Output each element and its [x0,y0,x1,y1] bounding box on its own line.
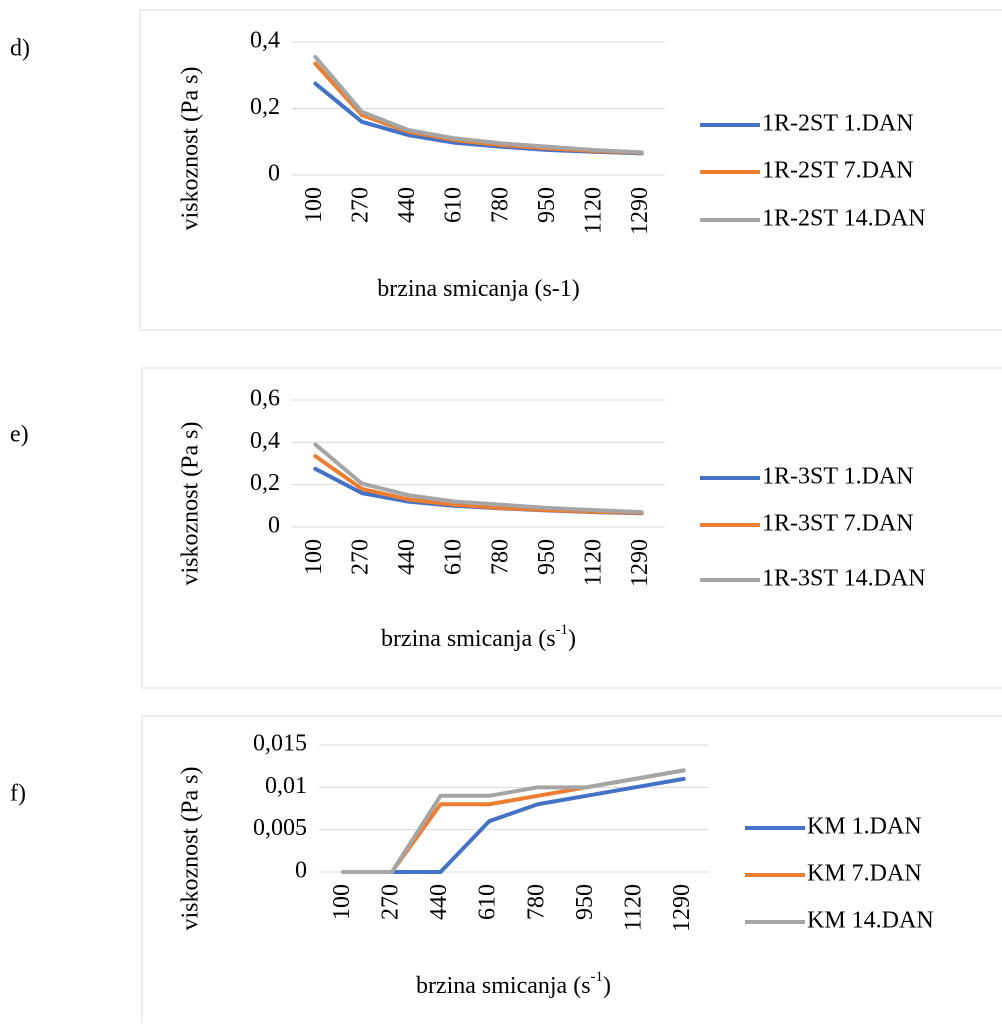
x-tick-label: 100 [301,539,327,575]
x-axis-title-end: ) [603,973,611,999]
x-tick-label: 440 [426,884,452,920]
legend-label: 1R-3ST 7.DAN [762,511,914,537]
x-tick-label: 1120 [581,539,607,586]
y-axis-title: viskoznost (Pa s) [178,67,204,231]
x-tick-label: 950 [534,539,560,575]
x-tick-label: 100 [329,884,355,920]
chart-frame [141,367,1002,689]
y-tick-label: 0,4 [250,28,280,54]
x-tick-label: 1290 [669,884,695,932]
y-axis-title: viskoznost (Pa s) [178,767,204,931]
x-axis-title-text: brzina smicanja (s-1) [377,276,580,302]
x-tick-label: 1120 [621,884,647,931]
x-tick-label: 780 [487,539,513,575]
x-tick-label: 100 [301,187,327,223]
y-tick-label: 0,015 [253,731,307,757]
x-axis-title: brzina smicanja (s-1) [416,969,611,998]
x-tick-label: 610 [441,187,467,223]
series-line [313,442,644,515]
x-tick-label: 610 [475,884,501,920]
chart-frame [141,715,1002,1028]
y-tick-label: 0,6 [250,386,280,412]
panel-label: e) [10,422,29,448]
x-tick-label: 950 [572,884,598,920]
x-tick-label: 950 [534,187,560,223]
x-tick-label: 440 [394,187,420,223]
legend-label: 1R-3ST 1.DAN [762,464,914,490]
x-tick-label: 440 [394,539,420,575]
y-tick-label: 0,4 [250,428,280,454]
chart-frame [139,9,1002,331]
series-line [341,768,686,874]
y-tick-label: 0 [268,161,280,187]
x-axis-title-end: ) [568,626,576,652]
x-tick-label: 780 [523,884,549,920]
series-line [341,768,686,874]
series-line [313,54,644,155]
x-tick-label: 270 [347,187,373,223]
y-tick-label: 0,2 [250,470,280,496]
legend-label: 1R-2ST 1.DAN [762,111,914,137]
x-axis-title: brzina smicanja (s-1) [377,276,580,302]
y-tick-label: 0 [295,858,307,884]
legend-label: 1R-2ST 14.DAN [762,206,926,232]
x-tick-label: 270 [347,539,373,575]
x-tick-label: 1120 [581,187,607,234]
y-tick-label: 0,2 [250,94,280,120]
y-tick-label: 0,005 [253,815,307,841]
legend-label: KM 14.DAN [807,908,934,934]
x-tick-label: 270 [377,884,403,920]
y-tick-label: 0 [268,513,280,539]
x-axis-title-text: brzina smicanja (s [381,626,556,652]
y-axis-title: viskoznost (Pa s) [178,422,204,586]
legend-label: KM 1.DAN [807,814,922,840]
x-tick-label: 610 [441,539,467,575]
panel-label: f) [10,781,26,807]
series-line [341,776,686,874]
legend-label: KM 7.DAN [807,861,922,887]
x-axis-title: brzina smicanja (s-1) [381,622,576,651]
panel-label: d) [10,36,30,62]
x-tick-label: 1290 [627,187,653,235]
y-tick-label: 0,01 [265,773,307,799]
x-axis-title-sup: -1 [591,969,604,985]
legend-label: 1R-2ST 7.DAN [762,158,914,184]
x-axis-title-sup: -1 [556,622,569,638]
legend-label: 1R-3ST 14.DAN [762,566,926,592]
x-tick-label: 1290 [627,539,653,587]
x-tick-label: 780 [487,187,513,223]
x-axis-title-text: brzina smicanja (s [416,973,591,999]
